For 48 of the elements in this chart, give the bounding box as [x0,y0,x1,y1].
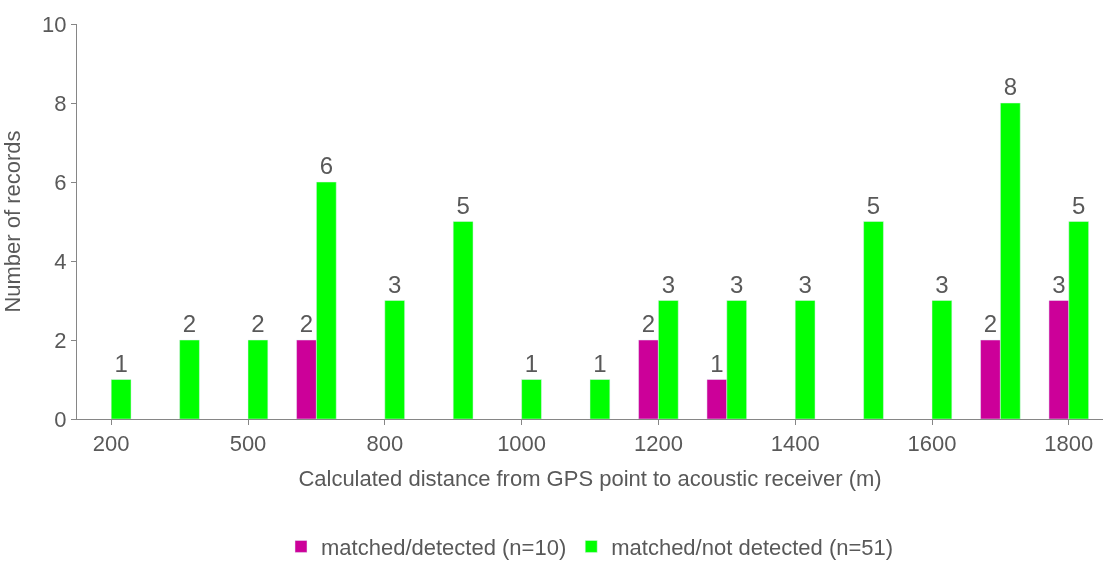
data-label: 2 [251,310,265,337]
data-label: 5 [456,191,470,219]
data-label: 2 [182,310,197,337]
y-tick-label: 0 [54,406,67,432]
data-label: 3 [388,270,402,298]
bar [521,379,542,419]
y-tick-label: 10 [42,11,67,37]
x-tick-label: 1200 [633,431,683,457]
x-tick-label: 1000 [497,431,547,457]
data-label: 2 [641,310,656,337]
bar [794,300,816,419]
bar [384,300,405,419]
y-axis-title: Number of records [0,130,25,313]
data-label: 1 [710,349,724,377]
data-label: 8 [1003,73,1017,100]
bar [931,300,953,419]
data-label: 6 [319,152,333,179]
data-label: 5 [866,191,881,219]
y-tick-label: 8 [54,90,67,116]
x-tick-label: 500 [229,431,267,457]
x-tick-label: 200 [92,431,130,457]
data-label: 1 [593,349,607,377]
bar [863,221,884,419]
y-tick-label: 2 [54,327,67,353]
bar [179,339,200,419]
bar [247,339,269,419]
data-label: 3 [730,270,744,298]
bar [452,221,474,419]
x-tick-label: 800 [366,431,404,457]
bar [589,379,611,419]
x-tick-label: 1400 [770,431,820,457]
x-axis-title: Calculated distance from GPS point to acoustic receiver (m) [298,466,882,492]
data-label: 2 [983,310,998,337]
x-tick-label: 1800 [1044,431,1094,457]
data-label: 3 [798,270,812,298]
data-label: 1 [524,349,539,377]
data-label: 5 [1072,191,1086,219]
data-label: 3 [1052,270,1066,298]
legend-label: matched/detected (n=10) [321,535,567,561]
data-label: 3 [935,270,949,298]
x-tick-label: 1600 [907,431,957,457]
data-label: 3 [661,270,675,298]
data-label: 1 [114,349,128,377]
y-tick-label: 6 [54,169,67,195]
bar [110,379,132,419]
legend-label: matched/not detected (n=51) [611,535,894,561]
data-label: 2 [299,310,314,337]
y-tick-label: 4 [54,248,67,274]
